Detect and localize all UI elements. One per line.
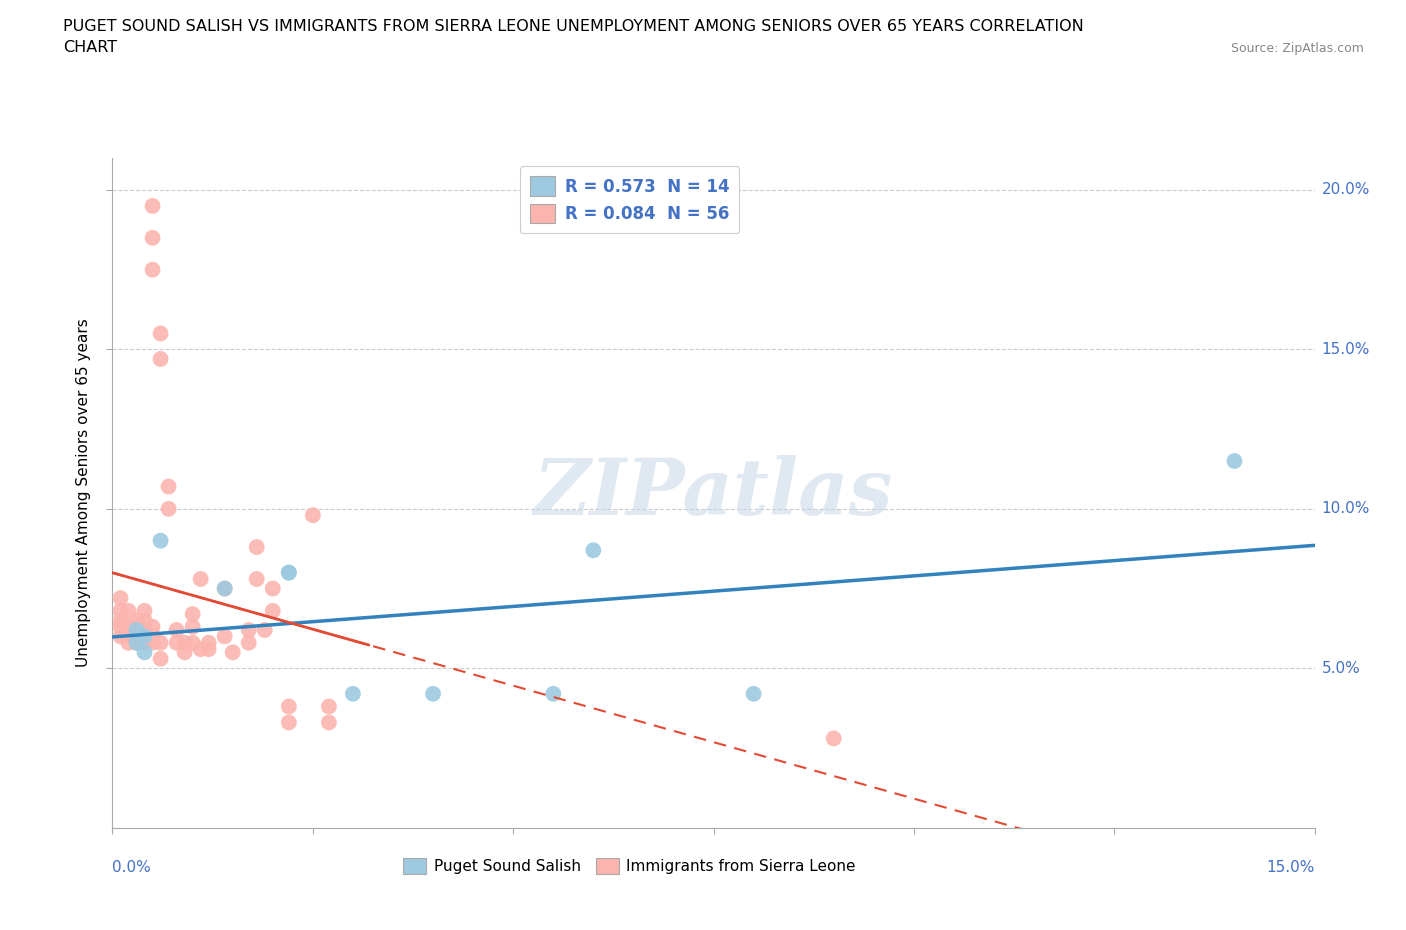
Point	[149, 326, 172, 341]
Point	[262, 604, 284, 618]
Point	[238, 635, 260, 650]
Point	[181, 619, 204, 634]
Point	[318, 699, 340, 714]
Point	[134, 613, 156, 628]
Point	[141, 635, 163, 650]
Point	[214, 629, 236, 644]
Point	[166, 635, 188, 650]
Point	[125, 613, 148, 628]
Point	[125, 622, 148, 637]
Text: ZIPatlas: ZIPatlas	[534, 455, 893, 531]
Point	[117, 604, 139, 618]
Text: 20.0%: 20.0%	[1322, 182, 1369, 197]
Point	[149, 533, 172, 548]
Point	[110, 604, 132, 618]
Point	[125, 629, 148, 644]
Point	[134, 604, 156, 618]
Point	[277, 699, 299, 714]
Point	[823, 731, 845, 746]
Point	[117, 619, 139, 634]
Point	[262, 581, 284, 596]
Point	[246, 572, 269, 587]
Point	[157, 479, 180, 494]
Y-axis label: Unemployment Among Seniors over 65 years: Unemployment Among Seniors over 65 years	[76, 318, 91, 668]
Point	[422, 686, 444, 701]
Text: 10.0%: 10.0%	[1322, 501, 1369, 516]
Point	[543, 686, 565, 701]
Point	[277, 565, 299, 580]
Point	[110, 613, 132, 628]
Point	[110, 619, 132, 634]
Point	[246, 539, 269, 554]
Point	[214, 581, 236, 596]
Point	[214, 581, 236, 596]
Point	[157, 501, 180, 516]
Point	[141, 629, 163, 644]
Point	[134, 629, 156, 644]
Point	[318, 715, 340, 730]
Point	[190, 572, 212, 587]
Legend: Puget Sound Salish, Immigrants from Sierra Leone: Puget Sound Salish, Immigrants from Sier…	[396, 852, 862, 881]
Point	[190, 642, 212, 657]
Point	[342, 686, 364, 701]
Point	[253, 622, 276, 637]
Point	[166, 622, 188, 637]
Text: 15.0%: 15.0%	[1267, 860, 1315, 875]
Point	[141, 198, 163, 213]
Point	[222, 644, 245, 659]
Point	[117, 635, 139, 650]
Point	[277, 565, 299, 580]
Point	[125, 619, 148, 634]
Point	[238, 622, 260, 637]
Text: 5.0%: 5.0%	[1322, 661, 1361, 676]
Point	[110, 591, 132, 605]
Point	[141, 619, 163, 634]
Text: PUGET SOUND SALISH VS IMMIGRANTS FROM SIERRA LEONE UNEMPLOYMENT AMONG SENIORS OV: PUGET SOUND SALISH VS IMMIGRANTS FROM SI…	[63, 19, 1084, 55]
Point	[134, 635, 156, 650]
Point	[181, 606, 204, 621]
Point	[149, 352, 172, 366]
Point	[125, 635, 148, 650]
Point	[197, 642, 219, 657]
Point	[134, 644, 156, 659]
Point	[117, 629, 139, 644]
Point	[149, 651, 172, 666]
Point	[125, 635, 148, 650]
Point	[582, 543, 605, 558]
Point	[149, 635, 172, 650]
Point	[134, 622, 156, 637]
Point	[277, 715, 299, 730]
Point	[141, 231, 163, 246]
Point	[173, 644, 195, 659]
Point	[1223, 454, 1246, 469]
Text: 0.0%: 0.0%	[112, 860, 152, 875]
Point	[110, 629, 132, 644]
Point	[742, 686, 765, 701]
Text: Source: ZipAtlas.com: Source: ZipAtlas.com	[1230, 42, 1364, 55]
Point	[302, 508, 325, 523]
Point	[197, 635, 219, 650]
Point	[173, 635, 195, 650]
Point	[141, 262, 163, 277]
Text: 15.0%: 15.0%	[1322, 342, 1369, 357]
Point	[181, 635, 204, 650]
